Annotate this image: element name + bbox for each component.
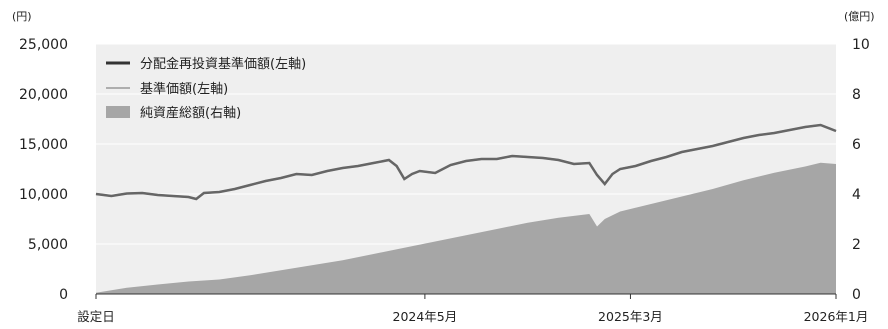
legend-label-reinvested-price: 分配金再投資基準価額(左軸) [140, 56, 306, 72]
left-axis-ticks: 0 5,000 10,000 15,000 20,000 25,000 [19, 37, 68, 303]
right-tick-label: 4 [852, 187, 861, 203]
legend-swatch-net-assets [106, 106, 130, 118]
series-line-reinvested-price [95, 123, 837, 201]
right-tick-label: 6 [852, 137, 861, 153]
x-tick-label: 設定日 [77, 309, 115, 324]
series-area-net-assets [96, 162, 836, 294]
x-axis-ticks: 設定日 2024年5月 2025年3月 2026年1月 [77, 294, 868, 324]
left-tick-label: 0 [59, 287, 68, 303]
left-axis-unit: (円) [12, 10, 32, 23]
left-tick-label: 15,000 [19, 137, 68, 153]
right-tick-label: 8 [852, 87, 861, 103]
left-tick-label: 20,000 [19, 87, 68, 103]
x-tick-label: 2025年3月 [598, 309, 663, 324]
legend-label-net-assets: 純資産総額(右軸) [140, 105, 241, 121]
left-tick-label: 10,000 [19, 187, 68, 203]
right-tick-label: 0 [852, 287, 861, 303]
right-tick-label: 2 [852, 237, 861, 253]
x-tick-label: 2024年5月 [393, 309, 458, 324]
x-tick-label: 2026年1月 [804, 309, 869, 324]
right-axis-unit: (億円) [844, 10, 875, 23]
right-tick-label: 10 [852, 37, 870, 53]
right-axis-ticks: 0 2 4 6 8 10 [852, 37, 870, 303]
legend-label-base-price: 基準価額(左軸) [140, 81, 228, 97]
left-tick-label: 25,000 [19, 37, 68, 53]
legend: 分配金再投資基準価額(左軸) 基準価額(左軸) 純資産総額(右軸) [106, 56, 306, 121]
left-tick-label: 5,000 [28, 237, 68, 253]
